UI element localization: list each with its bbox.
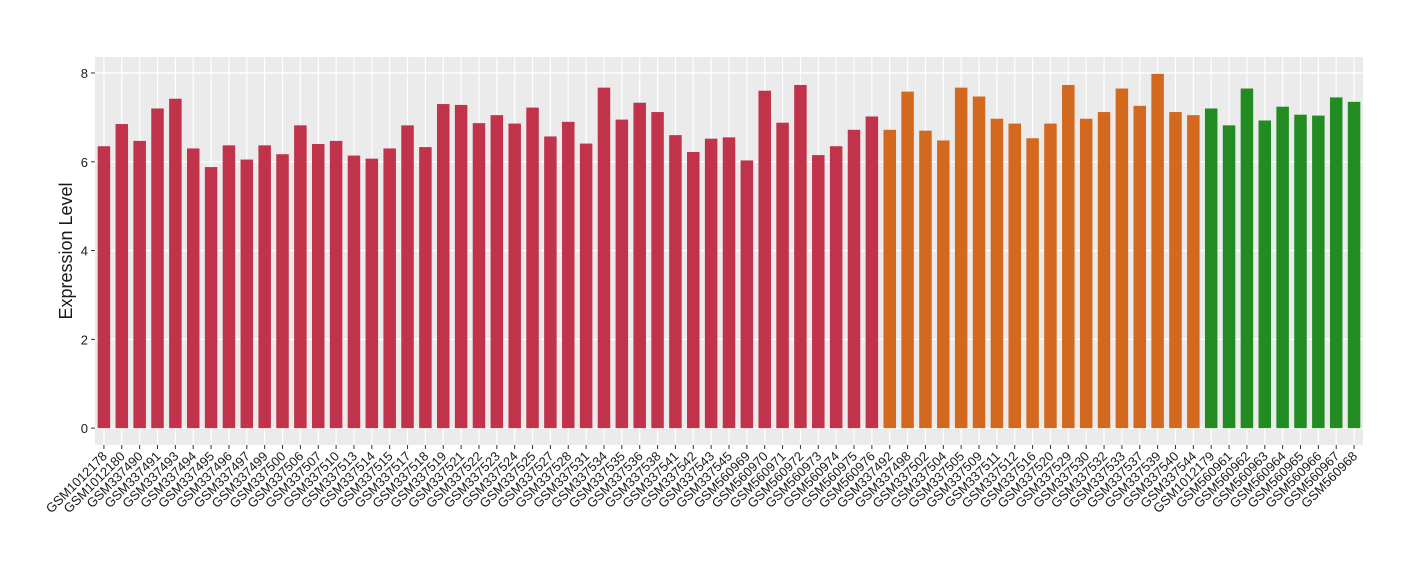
bar (972, 96, 986, 429)
bar (544, 136, 557, 429)
bar (740, 160, 754, 429)
bar (722, 137, 736, 429)
bar (829, 146, 843, 429)
bar (1115, 88, 1129, 429)
bar (990, 118, 1004, 429)
bar (597, 87, 611, 429)
bar (1169, 112, 1182, 429)
bar (1276, 106, 1289, 429)
bar (294, 125, 307, 429)
bar (562, 121, 575, 429)
bar (1347, 101, 1361, 429)
bar (1026, 138, 1039, 429)
bar (454, 104, 468, 429)
bar (579, 143, 593, 429)
bar (276, 154, 289, 429)
bar (258, 145, 271, 429)
bar (1294, 114, 1307, 429)
bar (347, 155, 361, 429)
bar (1204, 108, 1218, 429)
bar (472, 123, 486, 429)
bar (526, 107, 539, 429)
bar (1312, 115, 1325, 429)
bar (1222, 125, 1236, 429)
bar (865, 116, 879, 429)
bar (401, 125, 414, 429)
bar (115, 124, 129, 429)
bar (1258, 120, 1272, 429)
bar (204, 167, 218, 429)
bar (1062, 84, 1075, 429)
bar (883, 129, 896, 429)
bar (1240, 88, 1254, 429)
bar (311, 144, 325, 429)
y-tick-label: 8 (81, 66, 88, 81)
bar (240, 159, 254, 429)
bar (687, 152, 700, 429)
bar (437, 104, 450, 429)
bar (1133, 105, 1147, 429)
bar (615, 119, 629, 429)
bar (1008, 123, 1021, 429)
bar (1079, 118, 1093, 429)
y-tick-label: 0 (81, 421, 88, 436)
y-axis-title: Expression Level (56, 182, 76, 319)
bar (97, 146, 111, 429)
bar (937, 140, 950, 429)
bar (151, 108, 164, 429)
bar (1097, 112, 1111, 429)
bar (794, 84, 807, 429)
bar (847, 129, 861, 429)
bar (1151, 73, 1164, 429)
bar (133, 140, 146, 429)
bar (365, 158, 379, 429)
bar (901, 91, 914, 429)
bar (651, 112, 664, 429)
bar (633, 102, 646, 429)
bar (222, 145, 236, 429)
bar (169, 98, 182, 429)
bar (1187, 115, 1200, 429)
bar (669, 135, 682, 429)
bar (758, 90, 771, 429)
y-tick-label: 4 (81, 244, 88, 259)
bar (419, 147, 432, 429)
bar (1329, 97, 1343, 429)
bar (1044, 123, 1057, 429)
bar (329, 140, 343, 429)
y-tick-label: 6 (81, 155, 88, 170)
y-tick-label: 2 (81, 332, 88, 347)
bar (776, 122, 789, 429)
bar (383, 148, 396, 429)
bar (704, 138, 718, 429)
bar (490, 115, 504, 429)
bar (186, 148, 200, 429)
bar (954, 87, 968, 429)
bar (919, 130, 932, 429)
bar (812, 155, 825, 429)
bar (508, 123, 521, 429)
